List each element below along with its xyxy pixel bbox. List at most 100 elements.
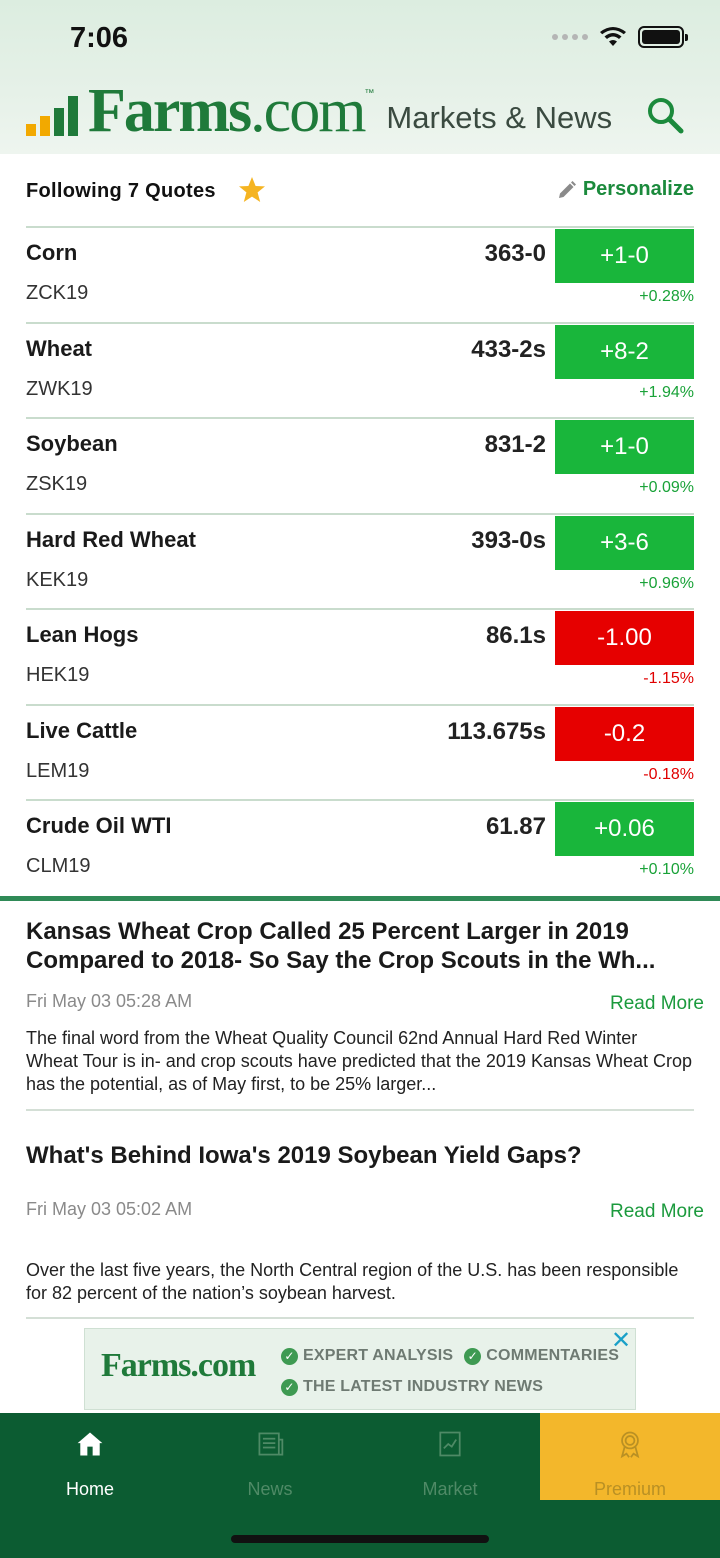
article-date: Fri May 03 05:02 AM xyxy=(26,1199,193,1219)
search-icon xyxy=(648,98,684,134)
logo-wordmark: Farms.com xyxy=(88,77,366,145)
ad-text-latest-news: THE LATEST INDUSTRY NEWS xyxy=(303,1378,544,1395)
ad-text-expert-analysis: EXPERT ANALYSIS xyxy=(303,1347,454,1364)
tab-news[interactable]: News xyxy=(180,1413,360,1500)
check-circle-icon: ✓ xyxy=(281,1347,298,1365)
read-more-link[interactable]: Read More xyxy=(610,1201,704,1222)
quote-name: Lean Hogs xyxy=(26,622,139,647)
quote-percent: +0.28% xyxy=(639,288,694,305)
quote-price: 831-2 xyxy=(484,431,546,458)
article-summary: The final word from the Wheat Quality Co… xyxy=(26,1028,693,1094)
logo-trademark: ™ xyxy=(364,88,375,99)
quote-price: 61.87 xyxy=(485,813,546,840)
quote-percent: -0.18% xyxy=(643,765,694,783)
quote-symbol: CLM19 xyxy=(26,855,91,877)
quote-row-wheat[interactable]: Wheat ZWK19 433-2s +8-2 +1.94% xyxy=(26,321,694,418)
quote-name: Wheat xyxy=(26,335,92,361)
ad-logo: Farms.com xyxy=(101,1347,256,1384)
app-header: 7:06 Farms.com ™ Markets & News xyxy=(0,0,720,154)
quote-name: Corn xyxy=(26,240,78,265)
tab-home-label: Home xyxy=(65,1479,114,1499)
logo-bars-icon xyxy=(26,96,78,136)
quote-change: -1.00 xyxy=(555,611,694,665)
quote-symbol: ZWK19 xyxy=(26,377,93,400)
quote-row-crude-oil-wti[interactable]: Crude Oil WTI CLM19 61.87 +0.06 +0.10% xyxy=(26,799,694,895)
quote-row-hard-red-wheat[interactable]: Hard Red Wheat KEK19 393-0s +3-6 +0.96% xyxy=(26,512,694,609)
quote-price: 86.1s xyxy=(485,622,546,649)
quote-row-lean-hogs[interactable]: Lean Hogs HEK19 86.1s -1.00 -1.15% xyxy=(26,608,694,704)
quote-change: +1-0 xyxy=(555,229,694,283)
tab-news-label: News xyxy=(247,1479,293,1499)
status-time: 7:06 xyxy=(70,22,129,54)
quote-name: Live Cattle xyxy=(26,717,138,743)
ad-banner[interactable]: Farms.com ✓ EXPERT ANALYSIS ✓ COMMENTARI… xyxy=(84,1328,636,1410)
ad-text-commentaries: COMMENTARIES xyxy=(486,1347,620,1364)
quote-percent: +0.09% xyxy=(639,479,694,496)
quote-change: +8-2 xyxy=(555,324,694,379)
tab-market-label: Market xyxy=(422,1479,478,1499)
quote-price: 393-0s xyxy=(471,526,546,554)
quote-percent: +0.10% xyxy=(639,861,694,878)
quote-symbol: HEK19 xyxy=(26,664,90,686)
tab-premium[interactable]: Premium xyxy=(540,1413,720,1500)
logo-dotcom: .com xyxy=(250,77,366,145)
read-more-link[interactable]: Read More xyxy=(610,993,704,1014)
quote-change: +3-6 xyxy=(555,515,694,570)
quote-percent: -1.15% xyxy=(643,670,694,687)
tab-premium-label: Premium xyxy=(593,1479,666,1499)
cellular-signal-icon xyxy=(552,34,588,40)
section-divider xyxy=(0,896,720,901)
quote-change: +0.06 xyxy=(555,802,694,856)
battery-icon xyxy=(638,26,688,48)
ad-close-icon[interactable]: ✕ xyxy=(610,1327,632,1354)
quote-price: 363-0 xyxy=(484,240,546,267)
article-title[interactable]: Kansas Wheat Crop Called 25 Percent Larg… xyxy=(26,918,656,974)
quotes-list: Corn ZCK19 363-0 +1-0 +0.28% Wheat ZWK19… xyxy=(26,226,694,895)
quote-change: -0.2 xyxy=(555,706,694,761)
ad-line-1: ✓ EXPERT ANALYSIS ✓ COMMENTARIES xyxy=(281,1347,619,1365)
quote-symbol: KEK19 xyxy=(26,568,89,591)
quote-percent: +1.94% xyxy=(639,383,694,401)
following-quotes-label: Following 7 Quotes xyxy=(26,180,216,202)
quote-change: +1-0 xyxy=(555,420,694,474)
personalize-button[interactable]: Personalize xyxy=(557,178,694,201)
header-subtitle: Markets & News xyxy=(386,100,613,135)
search-button[interactable] xyxy=(644,94,686,136)
following-bar: Following 7 Quotes Personalize xyxy=(26,176,694,210)
article-date: Fri May 03 05:28 AM xyxy=(26,991,193,1011)
home-indicator[interactable] xyxy=(231,1535,489,1543)
quote-name: Soybean xyxy=(26,431,118,456)
farms-logo: Farms.com ™ Markets & News xyxy=(26,80,613,142)
check-circle-icon: ✓ xyxy=(281,1378,298,1396)
quote-name: Hard Red Wheat xyxy=(26,526,196,552)
check-circle-icon: ✓ xyxy=(464,1347,482,1365)
news-article[interactable]: Kansas Wheat Crop Called 25 Percent Larg… xyxy=(26,901,704,1111)
market-chart-icon xyxy=(439,1431,461,1457)
article-summary: Over the last five years, the North Cent… xyxy=(26,1260,679,1303)
news-article[interactable]: What's Behind Iowa's 2019 Soybean Yield … xyxy=(26,1111,704,1319)
tab-home[interactable]: Home xyxy=(0,1413,180,1500)
personalize-label: Personalize xyxy=(582,178,694,200)
bottom-tab-bar: Home News Market Premium xyxy=(0,1413,720,1558)
logo-main: Farms xyxy=(88,77,252,145)
quote-name: Crude Oil WTI xyxy=(26,813,172,838)
wifi-icon xyxy=(600,27,626,46)
star-icon xyxy=(239,177,265,202)
article-title[interactable]: What's Behind Iowa's 2019 Soybean Yield … xyxy=(26,1142,582,1169)
quote-price: 433-2s xyxy=(471,335,546,363)
award-ribbon-icon xyxy=(620,1431,640,1459)
status-icons xyxy=(552,26,688,48)
quote-price: 113.675s xyxy=(447,717,546,745)
quote-percent: +0.96% xyxy=(639,574,694,592)
quote-symbol: LEM19 xyxy=(26,759,90,782)
tab-market[interactable]: Market xyxy=(360,1413,540,1500)
quote-row-corn[interactable]: Corn ZCK19 363-0 +1-0 +0.28% xyxy=(26,226,694,322)
quote-symbol: ZCK19 xyxy=(26,282,89,304)
newspaper-icon xyxy=(258,1432,284,1456)
pencil-icon xyxy=(558,180,576,198)
quote-row-soybean[interactable]: Soybean ZSK19 831-2 +1-0 +0.09% xyxy=(26,417,694,513)
quote-symbol: ZSK19 xyxy=(26,473,88,495)
news-list: Kansas Wheat Crop Called 25 Percent Larg… xyxy=(26,901,704,1319)
ad-line-2: ✓ THE LATEST INDUSTRY NEWS xyxy=(281,1378,543,1396)
quote-row-live-cattle[interactable]: Live Cattle LEM19 113.675s -0.2 -0.18% xyxy=(26,703,694,800)
